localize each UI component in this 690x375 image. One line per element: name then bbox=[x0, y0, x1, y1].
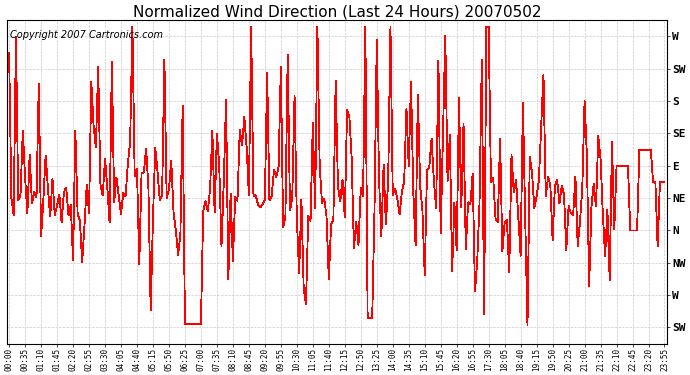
Title: Normalized Wind Direction (Last 24 Hours) 20070502: Normalized Wind Direction (Last 24 Hours… bbox=[132, 4, 541, 19]
Text: Copyright 2007 Cartronics.com: Copyright 2007 Cartronics.com bbox=[10, 30, 163, 40]
